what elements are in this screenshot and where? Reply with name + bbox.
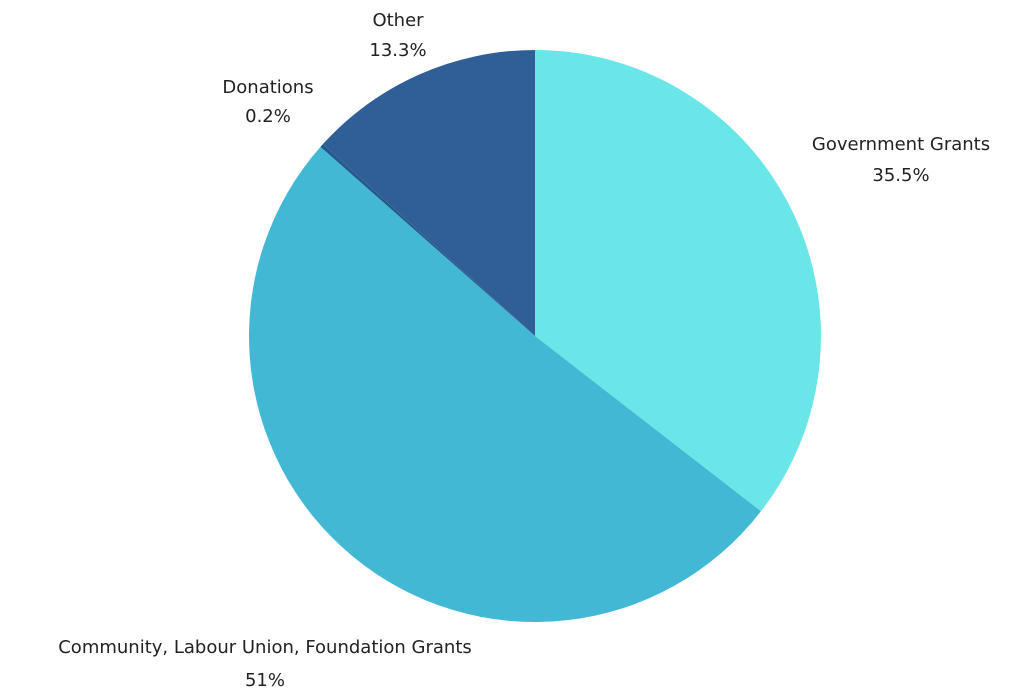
slice-value-government-grants: 35.5% <box>872 165 929 186</box>
slice-label-donations: Donations <box>222 77 313 98</box>
slice-label-community-labour-union-foundation-grants: Community, Labour Union, Foundation Gran… <box>58 637 472 658</box>
pie-labels: Government Grants 35.5% Community, Labou… <box>58 10 990 691</box>
pie-slice-government-grants <box>535 50 821 512</box>
slice-label-government-grants: Government Grants <box>812 134 990 155</box>
slice-value-other: 13.3% <box>369 40 426 61</box>
pie-slice-other <box>322 50 535 336</box>
pie-slice-donations <box>320 144 535 336</box>
pie-slices <box>248 50 821 623</box>
pie-slice-community-labour-union-foundation-grants <box>248 146 761 623</box>
slice-value-donations: 0.2% <box>245 106 291 127</box>
slice-value-community-labour-union-foundation-grants: 51% <box>245 670 285 691</box>
slice-label-other: Other <box>372 10 424 31</box>
